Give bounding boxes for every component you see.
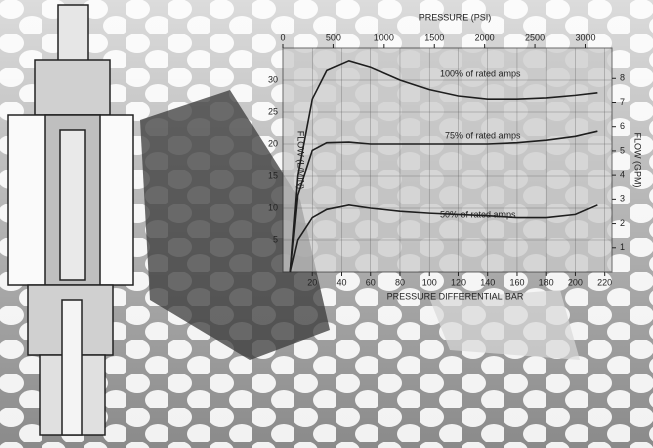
plot-area	[282, 47, 613, 273]
x-tick-label: 180	[539, 277, 554, 287]
solenoid-body	[140, 90, 330, 360]
series-label: 100% of rated amps	[440, 68, 521, 78]
x-tick-label: 20	[307, 277, 317, 287]
y2-tick-label: 6	[620, 121, 625, 131]
x-tick-label: 220	[597, 277, 612, 287]
top-axis-title: PRESSURE (PSI)	[419, 12, 492, 22]
series-label: 50% of rated amps	[440, 209, 516, 219]
x-tick-label: 80	[395, 277, 405, 287]
series-line	[289, 130, 598, 273]
series-line	[289, 203, 598, 273]
x-tick-label: 40	[336, 277, 346, 287]
series-line	[289, 59, 598, 273]
y2-tick-label: 4	[620, 170, 625, 180]
x-tick-label: 60	[366, 277, 376, 287]
x-tick-label: 100	[422, 277, 437, 287]
x-tick-label: 120	[451, 277, 466, 287]
x2-tick-label: 2500	[525, 32, 545, 42]
y2-tick-label: 3	[620, 194, 625, 204]
x2-tick-label: 1000	[374, 32, 394, 42]
x-tick-label: 140	[480, 277, 495, 287]
x2-tick-label: 500	[326, 32, 341, 42]
y2-tick-label: 7	[620, 97, 625, 107]
y2-tick-label: 2	[620, 218, 625, 228]
x2-tick-label: 3000	[575, 32, 595, 42]
valve-cartridge	[430, 290, 580, 360]
x2-tick-label: 0	[280, 32, 285, 42]
y2-tick-label: 5	[620, 145, 625, 155]
bottom-axis-title: PRESSURE DIFFERENTIAL BAR	[387, 291, 524, 301]
right-axis-title: FLOW (GPM)	[633, 133, 643, 188]
x2-tick-label: 1500	[424, 32, 444, 42]
y-tick-label: 25	[268, 106, 278, 116]
y2-tick-label: 1	[620, 242, 625, 252]
y-tick-label: 30	[268, 74, 278, 84]
y2-tick-label: 8	[620, 73, 625, 83]
y-tick-label: 10	[268, 202, 278, 212]
y-tick-label: 20	[268, 138, 278, 148]
series-label: 75% of rated amps	[445, 130, 521, 140]
x-tick-label: 160	[509, 277, 524, 287]
y-tick-label: 5	[273, 234, 278, 244]
x2-tick-label: 2000	[475, 32, 495, 42]
x-tick-label: 200	[568, 277, 583, 287]
y-tick-label: 15	[268, 170, 278, 180]
valve-cross-section	[7, 4, 134, 436]
